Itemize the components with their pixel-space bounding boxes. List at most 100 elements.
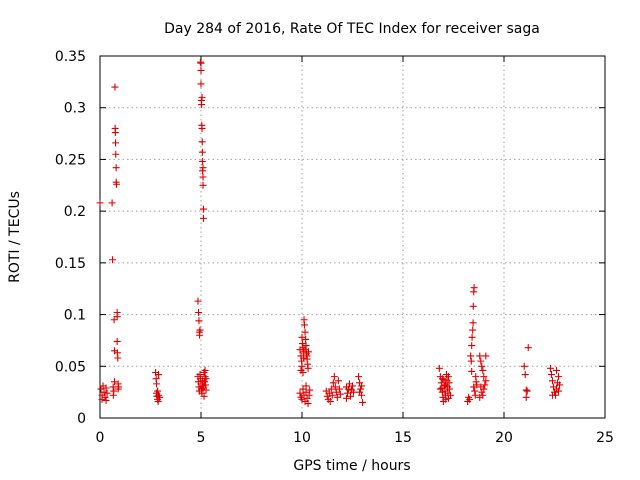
- data-point: [436, 385, 444, 393]
- data-point: [306, 386, 314, 394]
- data-point: [114, 354, 122, 362]
- data-point: [476, 352, 484, 360]
- data-point: [198, 93, 206, 101]
- data-point: [154, 397, 162, 405]
- data-point: [113, 337, 121, 345]
- data-point: [478, 362, 486, 370]
- y-tick-label: 0.15: [55, 256, 86, 272]
- data-point: [102, 384, 110, 392]
- data-point: [548, 391, 556, 399]
- data-point: [334, 377, 342, 385]
- data-point: [101, 393, 109, 401]
- data-point: [328, 391, 336, 399]
- data-point: [298, 340, 306, 348]
- data-point: [199, 173, 207, 181]
- data-point: [441, 381, 449, 389]
- data-point: [296, 389, 304, 397]
- data-point: [355, 373, 363, 381]
- data-point: [555, 387, 563, 395]
- data-point: [153, 380, 161, 388]
- data-point: [469, 326, 477, 334]
- data-point: [111, 378, 119, 386]
- data-point: [111, 129, 119, 137]
- data-point: [329, 379, 337, 387]
- data-point: [555, 373, 563, 381]
- data-point: [112, 139, 120, 147]
- data-point: [466, 395, 474, 403]
- data-point: [299, 368, 307, 376]
- data-point: [302, 342, 310, 350]
- data-point: [445, 379, 453, 387]
- data-point: [446, 391, 454, 399]
- data-point: [113, 313, 121, 321]
- data-point: [108, 199, 116, 207]
- axis-ticks: 0 5 10 15 20 25 0 0.05 0.1 0.15 0.2 0.25 0.3 0.35: [55, 49, 614, 446]
- x-tick-label: 10: [293, 430, 311, 446]
- data-point: [523, 387, 531, 395]
- data-point: [445, 385, 453, 393]
- data-point: [547, 371, 555, 379]
- x-tick-label: 25: [596, 430, 614, 446]
- data-point: [346, 392, 354, 400]
- data-point: [154, 387, 162, 395]
- data-point: [109, 256, 117, 264]
- data-point: [333, 393, 341, 401]
- data-point: [111, 83, 119, 91]
- data-point: [330, 373, 338, 381]
- data-point: [202, 386, 210, 394]
- data-point: [335, 385, 343, 393]
- data-point: [548, 377, 556, 385]
- data-point: [332, 388, 340, 396]
- data-point: [196, 58, 204, 66]
- data-point: [115, 383, 123, 391]
- data-point: [476, 393, 484, 401]
- data-point: [199, 214, 207, 222]
- data-point: [469, 302, 477, 310]
- data-point: [96, 199, 104, 207]
- data-point: [520, 362, 528, 370]
- data-point: [522, 393, 530, 401]
- data-point: [327, 385, 335, 393]
- data-point: [198, 124, 206, 132]
- data-point: [110, 316, 118, 324]
- data-point: [113, 180, 121, 188]
- x-tick-label: 15: [394, 430, 412, 446]
- data-point: [481, 381, 489, 389]
- data-point: [201, 366, 209, 374]
- y-axis-label: ROTI / TECUs: [7, 191, 23, 283]
- data-point: [438, 375, 446, 383]
- y-tick-label: 0.35: [55, 49, 86, 65]
- data-point: [194, 297, 202, 305]
- data-point: [155, 371, 163, 379]
- data-point: [202, 375, 210, 383]
- y-tick-label: 0.25: [55, 152, 86, 168]
- data-point: [302, 382, 310, 390]
- data-point: [471, 391, 479, 399]
- data-point: [156, 393, 164, 401]
- data-point: [200, 392, 208, 400]
- data-point: [349, 382, 356, 390]
- y-tick-label: 0.3: [64, 101, 86, 117]
- data-point: [197, 80, 205, 88]
- data-point: [103, 389, 111, 397]
- data-point: [304, 400, 312, 408]
- data-point: [198, 157, 206, 165]
- data-point: [198, 138, 206, 146]
- data-point: [435, 364, 443, 372]
- data-point: [359, 398, 367, 406]
- data-point: [479, 366, 487, 374]
- data-point: [199, 164, 207, 172]
- data-point: [468, 333, 476, 341]
- grid-lines: [100, 56, 605, 418]
- data-point: [201, 381, 209, 389]
- data-point: [553, 366, 561, 374]
- data-point: [302, 335, 310, 343]
- x-tick-label: 0: [96, 430, 105, 446]
- data-point: [521, 371, 529, 379]
- data-point: [482, 377, 490, 385]
- data-point: [342, 394, 350, 402]
- data-point: [522, 386, 530, 394]
- y-tick-label: 0: [77, 411, 86, 427]
- data-point: [102, 396, 110, 404]
